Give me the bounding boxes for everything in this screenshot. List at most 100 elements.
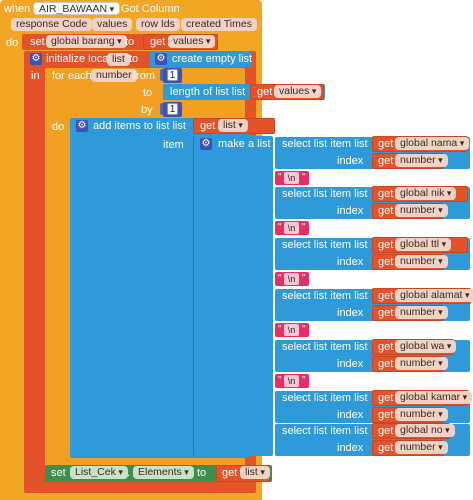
- set-label: set: [51, 467, 66, 479]
- var-dropdown-number[interactable]: number: [395, 154, 448, 167]
- make-a-list-label: make a list: [218, 138, 271, 150]
- get-label: get: [378, 155, 394, 167]
- select-list-item-label: select list item list: [282, 290, 368, 302]
- gear-icon[interactable]: ⚙: [200, 138, 212, 150]
- index-label: index: [337, 442, 364, 454]
- select-list-item-label: select list item list: [282, 188, 368, 200]
- var-dropdown-global[interactable]: global nama: [395, 137, 470, 150]
- param-response-code[interactable]: response Code: [11, 18, 93, 31]
- create-empty-list-block[interactable]: [150, 51, 251, 67]
- select-list-item-label: select list item list: [282, 425, 368, 437]
- index-label: index: [337, 205, 364, 217]
- newline-text-block[interactable]: " \n ": [275, 171, 309, 185]
- number-field-by[interactable]: 1: [167, 103, 178, 115]
- newline-text-block[interactable]: " \n ": [275, 221, 309, 235]
- var-dropdown-global[interactable]: global no: [395, 424, 455, 437]
- by-label: by: [141, 104, 153, 116]
- param-created-times[interactable]: created Times: [181, 18, 257, 31]
- newline-text-field[interactable]: \n: [284, 324, 299, 336]
- index-label: index: [337, 409, 364, 421]
- in-label: in: [31, 70, 40, 82]
- var-dropdown-global[interactable]: global nik: [395, 187, 457, 200]
- to-label: to: [125, 36, 135, 48]
- for-do-label: do: [52, 121, 65, 133]
- get-label: get: [378, 239, 394, 251]
- var-dropdown-global[interactable]: global ttl: [395, 238, 452, 251]
- newline-text-field[interactable]: \n: [284, 375, 299, 387]
- param-row-ids[interactable]: row Ids: [136, 18, 180, 31]
- local-name-field[interactable]: list: [107, 53, 130, 66]
- index-label: index: [337, 358, 364, 370]
- var-dropdown-number[interactable]: number: [395, 408, 448, 421]
- item-label: item: [163, 139, 184, 151]
- get-label: get: [378, 138, 394, 150]
- init-local-label: initialize local: [46, 53, 111, 65]
- var-dropdown-barang[interactable]: global barang: [46, 35, 127, 48]
- index-label: index: [337, 256, 364, 268]
- newline-text-field[interactable]: \n: [284, 222, 299, 234]
- make-a-list-block[interactable]: [193, 136, 273, 456]
- var-dropdown-number[interactable]: number: [395, 204, 448, 217]
- loop-var-field[interactable]: number: [91, 69, 137, 82]
- to-label: to: [197, 467, 207, 479]
- property-dropdown-elements[interactable]: Elements: [133, 466, 194, 479]
- gear-icon[interactable]: ⚙: [30, 53, 42, 65]
- get-label: get: [257, 86, 273, 98]
- dot-label: .: [127, 467, 131, 479]
- get-label: get: [150, 36, 166, 48]
- newline-text-block[interactable]: " \n ": [275, 374, 309, 388]
- get-label: get: [378, 188, 394, 200]
- add-items-label: add items to list list: [93, 120, 186, 132]
- gear-icon[interactable]: ⚙: [155, 53, 167, 65]
- var-dropdown-values[interactable]: values: [274, 85, 322, 98]
- select-list-item-label: select list item list: [282, 341, 368, 353]
- var-dropdown-number[interactable]: number: [395, 306, 448, 319]
- get-label: get: [378, 442, 394, 454]
- set-label: set: [30, 36, 45, 48]
- gear-icon[interactable]: ⚙: [76, 120, 88, 132]
- select-list-item-label: select list item list: [282, 392, 368, 404]
- param-values[interactable]: values: [92, 18, 133, 31]
- event-block-spine: [0, 34, 20, 500]
- newline-text-block[interactable]: " \n ": [275, 272, 309, 286]
- from-label: from: [133, 70, 155, 82]
- index-label: index: [337, 155, 364, 167]
- event-name-label: Got Column: [121, 3, 180, 15]
- index-label: index: [337, 307, 364, 319]
- event-when-label: when: [4, 3, 31, 15]
- var-dropdown-values[interactable]: values: [168, 35, 216, 48]
- to-label: to: [129, 53, 139, 65]
- get-label: get: [378, 392, 394, 404]
- var-dropdown-list[interactable]: list: [218, 119, 248, 132]
- get-label: get: [378, 425, 394, 437]
- var-dropdown-number[interactable]: number: [395, 357, 448, 370]
- for-each-label: for each: [52, 70, 92, 82]
- component-dropdown-list-cek[interactable]: List_Cek: [70, 466, 128, 479]
- newline-text-field[interactable]: \n: [284, 172, 299, 184]
- length-of-list-label: length of list list: [170, 86, 246, 98]
- get-label: get: [378, 205, 394, 217]
- select-list-item-label: select list item list: [282, 239, 368, 251]
- number-field-from[interactable]: 1: [167, 69, 178, 81]
- get-label: get: [378, 358, 394, 370]
- var-dropdown-list[interactable]: list: [240, 466, 270, 479]
- var-dropdown-number[interactable]: number: [395, 441, 448, 454]
- newline-text-block[interactable]: " \n ": [275, 323, 309, 337]
- get-label: get: [378, 341, 394, 353]
- get-label: get: [222, 467, 238, 479]
- create-empty-list-label: create empty list: [172, 53, 253, 65]
- get-label: get: [378, 256, 394, 268]
- select-list-item-label: select list item list: [282, 138, 368, 150]
- var-dropdown-global[interactable]: global alamat: [395, 289, 473, 302]
- component-dropdown[interactable]: AIR_BAWAAN: [33, 2, 121, 15]
- get-label: get: [378, 307, 394, 319]
- var-dropdown-number[interactable]: number: [395, 255, 448, 268]
- var-dropdown-global[interactable]: global kamar: [395, 391, 473, 404]
- get-label: get: [200, 120, 216, 132]
- newline-text-field[interactable]: \n: [284, 273, 299, 285]
- to-label: to: [143, 87, 153, 99]
- get-label: get: [378, 409, 394, 421]
- var-dropdown-global[interactable]: global wa: [395, 340, 457, 353]
- event-do-label: do: [6, 37, 19, 49]
- get-label: get: [378, 290, 394, 302]
